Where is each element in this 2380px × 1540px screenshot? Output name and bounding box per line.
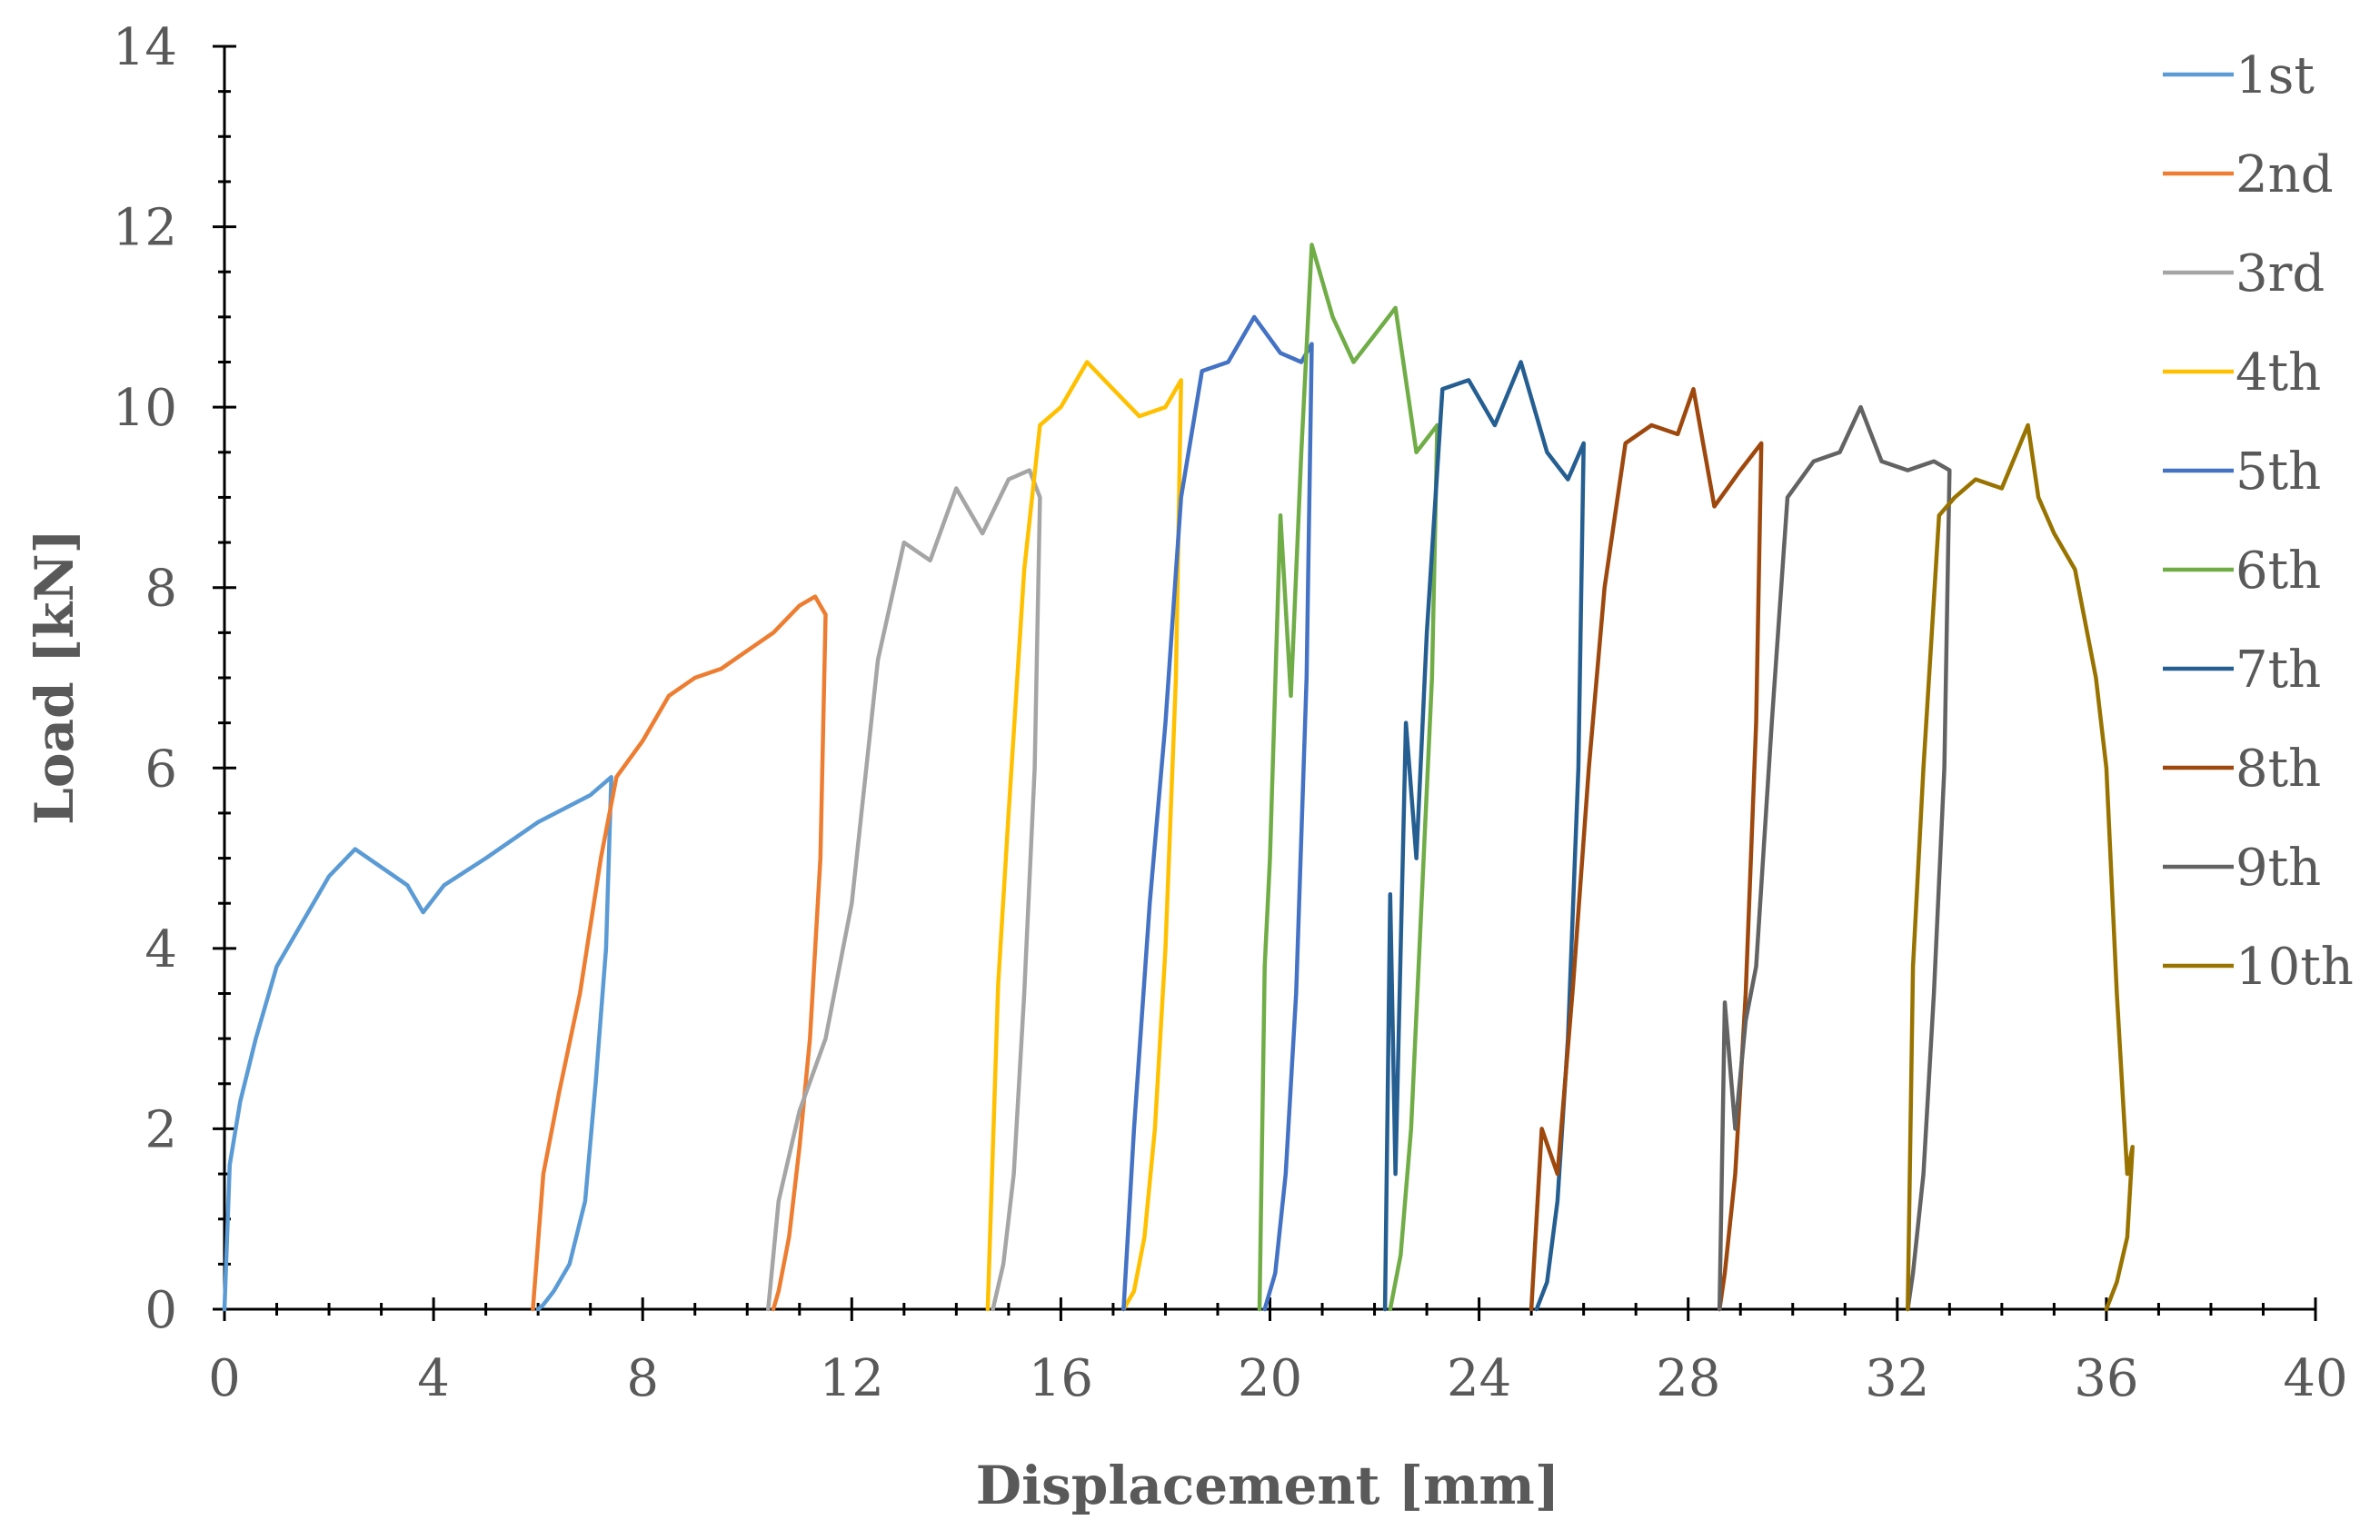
x-tick-label: 12 [820, 1349, 884, 1408]
legend-label: 4th [2236, 343, 2321, 402]
y-axis-title: Load [kN] [24, 529, 85, 825]
x-tick-label: 36 [2074, 1349, 2138, 1408]
x-tick-label: 28 [1656, 1349, 1720, 1408]
series-line-4th [985, 360, 1183, 1312]
x-tick-label: 16 [1029, 1349, 1093, 1408]
x-tick-label: 40 [2283, 1349, 2347, 1408]
legend: 1st 2nd 3rd 4th 5th 6th 7th 8th 9th 10th [2163, 46, 2354, 997]
series-line-9th [1717, 404, 1952, 1312]
legend-label: 5th [2236, 442, 2321, 502]
legend-label: 6th [2236, 541, 2321, 601]
plot-area [222, 243, 2135, 1312]
y-tick-label: 10 [113, 379, 177, 438]
legend-label: 2nd [2236, 145, 2334, 204]
series-line-8th [1529, 387, 1764, 1312]
legend-label: 3rd [2236, 244, 2325, 303]
legend-label: 1st [2236, 46, 2315, 105]
x-tick-label: 24 [1447, 1349, 1511, 1408]
y-tick-label: 12 [113, 199, 177, 258]
series-line-10th [1906, 422, 2135, 1312]
x-tick-label: 32 [1865, 1349, 1929, 1408]
legend-label: 9th [2236, 839, 2321, 898]
y-tick-label: 14 [113, 18, 177, 77]
x-tick-label: 4 [417, 1349, 450, 1408]
y-tick-label: 6 [144, 740, 177, 799]
series-line-3rd [766, 468, 1042, 1312]
series-line-5th [1121, 314, 1314, 1312]
y-tick-label: 0 [144, 1281, 177, 1340]
legend-label: 8th [2236, 740, 2321, 799]
series-line-1st [222, 774, 613, 1312]
x-tick-label: 8 [626, 1349, 659, 1408]
legend-label: 7th [2236, 641, 2321, 700]
y-tick-label: 8 [144, 560, 177, 619]
series-line-2nd [531, 594, 828, 1312]
y-tick-label: 2 [144, 1100, 177, 1159]
x-tick-label: 20 [1238, 1349, 1302, 1408]
series-line-6th [1257, 243, 1439, 1312]
y-tick-label: 4 [144, 920, 177, 979]
legend-label: 10th [2236, 938, 2354, 997]
x-tick-label: 0 [208, 1349, 241, 1408]
x-axis-title: Displacement [mm] [976, 1455, 1559, 1516]
